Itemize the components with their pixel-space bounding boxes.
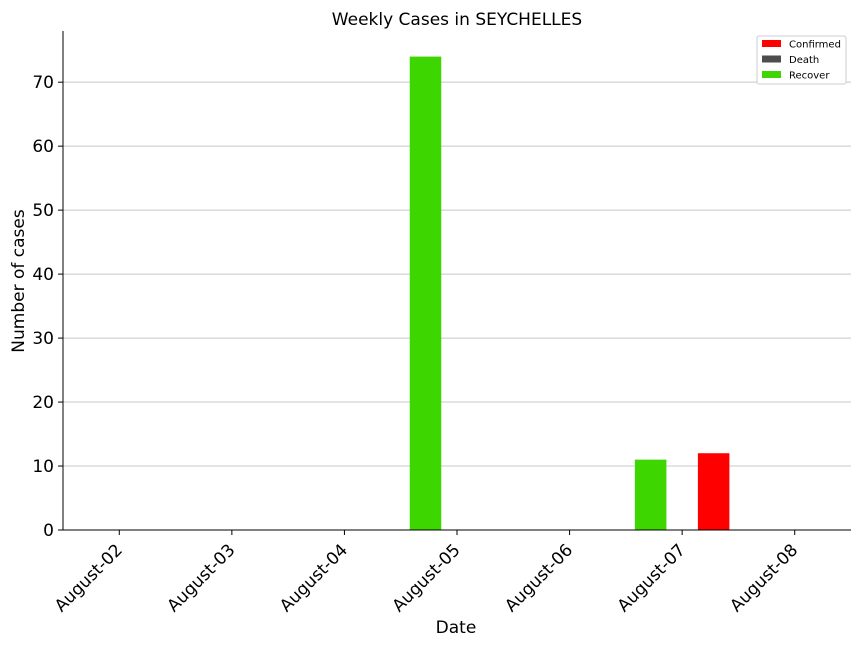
x-tick-label: August-08 [726,540,802,616]
legend: Confirmed Death Recover [756,35,847,85]
y-tick-label: 30 [32,329,54,349]
x-tick-label: August-02 [51,540,127,616]
y-tick-label: 70 [32,73,54,93]
chart-title: Weekly Cases in SEYCHELLES [332,10,582,30]
x-tick-label: August-06 [501,540,577,616]
x-tick-label: August-04 [276,540,352,616]
y-axis-title: Number of cases [9,209,29,353]
legend-swatch-death [762,55,781,63]
x-axis-title: Date [436,618,477,638]
y-tick-label: 60 [32,137,54,157]
legend-swatch-recover [762,71,781,78]
legend-label-confirmed: Confirmed [789,40,841,51]
bars [409,56,730,530]
x-tick-label: August-03 [164,540,240,616]
y-tick-label: 10 [32,457,54,477]
x-axis-ticks: August-02 August-03 August-04 August-05 Augu… [51,530,802,616]
gridlines [63,81,851,467]
legend-label-death: Death [789,55,819,66]
legend-swatch-confirmed [762,40,781,47]
y-axis-ticks: 0 10 20 30 40 50 60 70 [32,73,63,541]
bar-confirmed [697,453,730,530]
x-tick-label: August-07 [614,540,690,616]
bar-recover [634,459,667,530]
bar-recover [409,56,442,530]
y-tick-label: 40 [32,265,54,285]
y-tick-label: 0 [43,521,54,541]
x-tick-label: August-05 [389,540,465,616]
legend-label-recover: Recover [789,71,830,82]
y-tick-label: 50 [32,201,54,221]
y-tick-label: 20 [32,393,54,413]
